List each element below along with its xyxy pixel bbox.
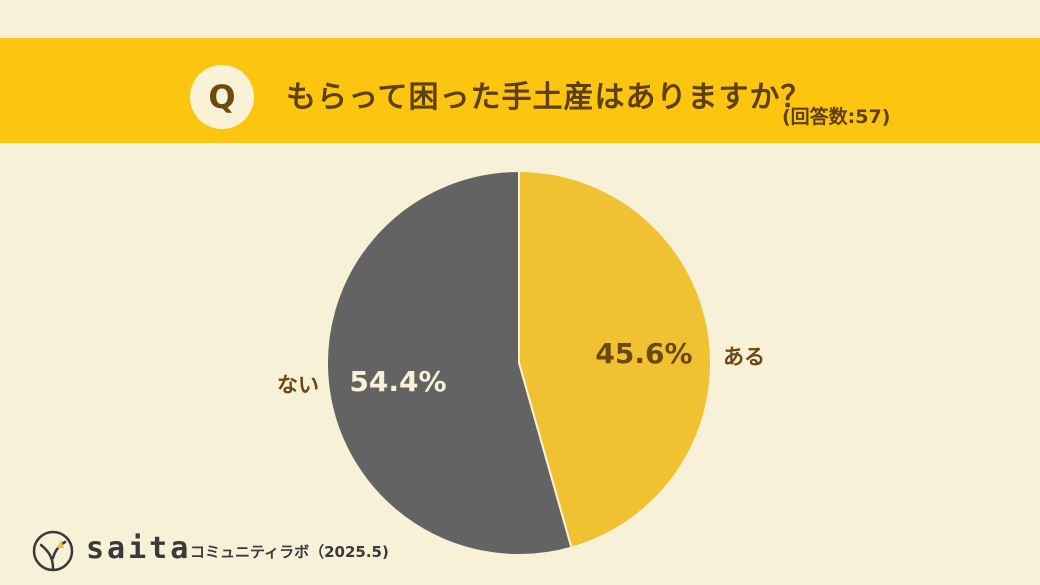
brand-subtitle: コミュニティラボ（2025.5) — [190, 543, 389, 561]
slice-value-label-0: 45.6% — [595, 337, 693, 370]
q-badge: Q — [190, 65, 254, 129]
saita-logo-icon — [32, 530, 74, 572]
slice-category-label-0: ある — [723, 345, 765, 369]
slice-value-label-1: 54.4% — [349, 365, 447, 398]
question-banner: Q もらって困った手土産はありますか？ (回答数:57) — [0, 38, 1040, 143]
brand-name: saita — [86, 531, 192, 566]
respondent-count: (回答数:57) — [782, 106, 891, 128]
pie-slice-1 — [326, 169, 573, 556]
pie-slice-0 — [518, 169, 712, 549]
slice-category-label-1: ない — [277, 373, 319, 397]
question-title: もらって困った手土産はありますか？ — [286, 80, 812, 115]
